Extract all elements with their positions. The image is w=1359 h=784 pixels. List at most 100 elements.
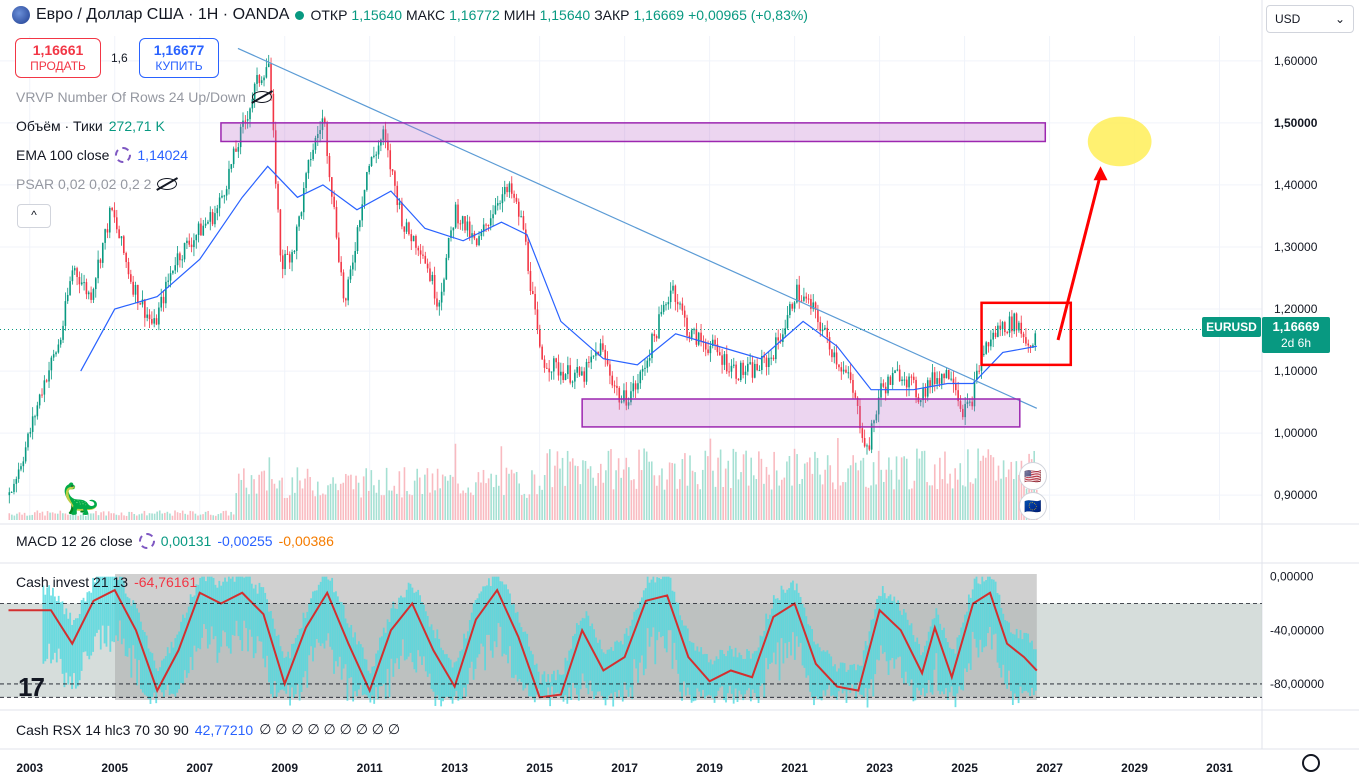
candle <box>721 355 723 365</box>
volume-bar <box>77 515 79 520</box>
oscillator-histogram <box>640 597 643 656</box>
candle <box>613 385 616 387</box>
candle <box>557 362 560 376</box>
volume-bar <box>972 483 974 520</box>
macd-indicator[interactable]: MACD 12 26 close 0,00131 -0,00255 -0,00386 <box>16 533 334 549</box>
volume-bar <box>100 512 102 520</box>
oscillator-histogram <box>543 671 546 696</box>
ema-indicator[interactable]: EMA 100 close 1,14024 <box>16 147 188 163</box>
volume-bar <box>281 477 283 520</box>
candle <box>391 169 394 172</box>
candle <box>314 138 317 150</box>
buy-button[interactable]: 1,16677 КУПИТЬ <box>139 38 219 78</box>
oscillator-histogram <box>143 632 146 695</box>
candle <box>137 284 139 304</box>
dinosaur-icon[interactable]: 🦕 <box>62 483 100 516</box>
candle <box>641 368 644 372</box>
volume-bar <box>495 474 498 520</box>
currency-select[interactable]: USD ⌄ <box>1266 5 1354 33</box>
candle <box>548 368 550 373</box>
vrvp-indicator[interactable]: VRVP Number Of Rows 24 Up/Down <box>16 89 272 105</box>
oscillator-histogram <box>889 594 892 661</box>
oscillator-histogram <box>535 663 538 695</box>
candle <box>728 371 730 373</box>
volume-indicator[interactable]: Объём · Тики 272,71 K <box>16 118 165 134</box>
volume-bar <box>398 471 401 520</box>
candle <box>363 189 366 205</box>
oscillator-histogram <box>126 596 129 657</box>
candle <box>599 343 602 356</box>
oscillator-histogram <box>208 576 211 645</box>
symbol-title[interactable]: Евро / Доллар США · 1H · OANDA <box>36 6 290 23</box>
volume-bar <box>222 511 225 520</box>
tradingview-logo[interactable]: 17 <box>18 672 45 702</box>
candle <box>99 259 102 263</box>
oscillator-histogram <box>616 640 618 698</box>
candle <box>676 301 679 305</box>
oscillator-histogram <box>516 611 519 682</box>
volume-bar <box>834 489 837 520</box>
volume-bar <box>640 470 643 520</box>
candle <box>922 388 924 401</box>
candle <box>966 401 969 404</box>
candle <box>672 285 674 291</box>
volume-bar <box>253 479 255 520</box>
cash-rsx-indicator[interactable]: Cash RSX 14 hlc3 70 30 90 42,77210 ∅ ∅ ∅ ∅… <box>16 721 401 738</box>
candle <box>718 352 721 356</box>
oscillator-histogram <box>440 647 443 707</box>
candle <box>62 325 64 340</box>
oscillator-histogram <box>969 597 972 670</box>
candle <box>679 303 681 305</box>
oscillator-histogram <box>103 576 106 644</box>
candle <box>723 354 726 365</box>
oscillator-histogram <box>157 671 160 689</box>
volume-bar <box>492 487 495 520</box>
volume-bar <box>793 448 796 520</box>
candle <box>1013 313 1016 332</box>
candle <box>408 222 410 235</box>
oscillator-histogram <box>78 613 81 681</box>
oscillator-histogram <box>260 587 263 642</box>
candle <box>926 380 929 397</box>
price-axis-label: 1,00000 <box>1274 426 1318 440</box>
oscillator-histogram <box>180 621 182 684</box>
hidden-eye-icon[interactable] <box>157 178 178 190</box>
candle <box>683 310 686 318</box>
volume-bar <box>806 462 809 520</box>
settings-gear-icon[interactable] <box>1302 754 1320 772</box>
candle <box>249 108 251 120</box>
candle <box>894 370 896 374</box>
cash-invest-indicator[interactable]: Cash invest 21 13 -64,76161 <box>16 574 198 590</box>
volume-bar <box>707 456 709 520</box>
volume-bar <box>164 512 166 520</box>
volume-bar <box>528 494 531 520</box>
usa-flag-icon[interactable]: 🇺🇸 <box>1019 462 1047 490</box>
volume-bar <box>801 478 803 520</box>
candle <box>139 303 141 305</box>
candle <box>517 201 520 217</box>
oscillator-histogram <box>237 576 240 637</box>
eu-flag-icon[interactable]: 🇪🇺 <box>1019 492 1047 520</box>
volume-bar <box>635 488 638 520</box>
candle <box>543 359 546 368</box>
candle <box>279 209 282 256</box>
collapse-legend-button[interactable]: ^ <box>17 204 51 228</box>
oscillator-histogram <box>99 576 102 650</box>
psar-indicator[interactable]: PSAR 0,02 0,02 0,2 2 <box>16 176 178 192</box>
oscillator-histogram <box>901 614 903 679</box>
oscillator-histogram <box>403 597 406 661</box>
euro-flag-icon <box>12 6 30 24</box>
hidden-eye-icon[interactable] <box>251 91 272 103</box>
oscillator-histogram <box>254 584 257 654</box>
sell-button[interactable]: 1,16661 ПРОДАТЬ <box>15 38 101 78</box>
oscillator-histogram <box>923 645 926 697</box>
candle <box>410 234 413 242</box>
candle <box>272 93 275 131</box>
oscillator-histogram <box>612 650 615 707</box>
volume-bar <box>780 479 783 520</box>
oscillator-histogram <box>159 667 161 690</box>
oscillator-histogram <box>214 584 217 637</box>
oscillator-histogram <box>554 680 557 694</box>
candle <box>45 380 48 382</box>
